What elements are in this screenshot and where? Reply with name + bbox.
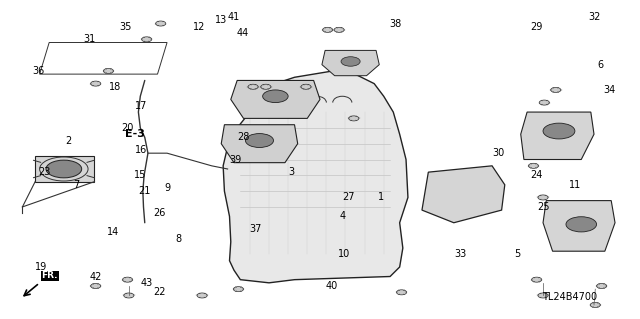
Circle shape [124, 293, 134, 298]
Text: 38: 38 [389, 19, 401, 28]
Text: 30: 30 [492, 148, 504, 158]
Polygon shape [322, 50, 380, 76]
Text: 19: 19 [35, 262, 47, 272]
Text: 13: 13 [215, 15, 227, 26]
Circle shape [538, 195, 548, 200]
Text: E-3: E-3 [125, 129, 145, 139]
Text: 36: 36 [32, 66, 44, 76]
Circle shape [550, 87, 561, 93]
Text: 32: 32 [588, 12, 600, 22]
Circle shape [197, 293, 207, 298]
Circle shape [341, 57, 360, 66]
Text: 11: 11 [569, 180, 581, 190]
Circle shape [103, 69, 113, 73]
Circle shape [246, 134, 273, 147]
Text: 2: 2 [65, 136, 72, 145]
Circle shape [349, 116, 359, 121]
Text: 21: 21 [139, 186, 151, 196]
Circle shape [529, 163, 539, 168]
Text: 17: 17 [136, 101, 148, 111]
Circle shape [566, 217, 596, 232]
Circle shape [260, 84, 271, 89]
Text: 29: 29 [531, 22, 543, 32]
Circle shape [156, 21, 166, 26]
Polygon shape [521, 112, 594, 160]
Circle shape [46, 160, 82, 178]
Polygon shape [223, 71, 408, 283]
Text: 37: 37 [249, 224, 261, 234]
Text: 22: 22 [153, 287, 166, 297]
Text: TL24B4700: TL24B4700 [542, 292, 597, 302]
Text: 7: 7 [74, 180, 80, 190]
Circle shape [532, 277, 541, 282]
Text: FR.: FR. [42, 271, 58, 280]
Text: 34: 34 [604, 85, 616, 95]
Circle shape [91, 81, 100, 86]
Polygon shape [231, 80, 320, 118]
Text: 24: 24 [531, 170, 543, 180]
Circle shape [91, 284, 100, 288]
Circle shape [540, 100, 549, 105]
Text: 35: 35 [120, 22, 132, 32]
Text: 12: 12 [193, 22, 205, 32]
Text: 40: 40 [325, 281, 337, 291]
Circle shape [334, 27, 344, 33]
Text: 5: 5 [515, 249, 521, 259]
Text: 43: 43 [141, 278, 153, 288]
Text: 4: 4 [339, 211, 346, 221]
Circle shape [141, 37, 152, 42]
Circle shape [301, 84, 311, 89]
Text: 20: 20 [122, 123, 134, 133]
Text: 33: 33 [454, 249, 467, 259]
Polygon shape [422, 166, 505, 223]
Circle shape [590, 302, 600, 308]
Circle shape [122, 277, 132, 282]
Polygon shape [221, 125, 298, 163]
Text: 8: 8 [175, 234, 182, 243]
Circle shape [262, 90, 288, 103]
Circle shape [396, 290, 406, 295]
Text: 44: 44 [236, 28, 248, 38]
Circle shape [538, 293, 548, 298]
Text: 25: 25 [537, 202, 549, 212]
Text: 42: 42 [90, 271, 102, 281]
Text: 3: 3 [288, 167, 294, 177]
Polygon shape [35, 156, 95, 182]
Text: 15: 15 [134, 170, 147, 180]
Text: 26: 26 [153, 208, 166, 218]
Text: 16: 16 [136, 145, 148, 155]
Text: 39: 39 [230, 154, 242, 165]
Text: 1: 1 [378, 192, 383, 203]
Circle shape [596, 284, 607, 288]
Text: 28: 28 [237, 132, 250, 142]
Polygon shape [543, 201, 615, 251]
Text: FR.: FR. [42, 271, 58, 280]
Text: 6: 6 [597, 60, 604, 70]
Circle shape [323, 27, 333, 33]
Text: 31: 31 [83, 34, 95, 44]
Text: 9: 9 [164, 183, 170, 193]
Circle shape [248, 84, 258, 89]
Text: 27: 27 [342, 192, 355, 203]
Text: 41: 41 [228, 12, 240, 22]
Text: 14: 14 [107, 227, 119, 237]
Text: 18: 18 [109, 82, 121, 92]
Text: 10: 10 [338, 249, 350, 259]
Text: 23: 23 [38, 167, 51, 177]
Circle shape [543, 123, 575, 139]
Circle shape [234, 286, 244, 292]
